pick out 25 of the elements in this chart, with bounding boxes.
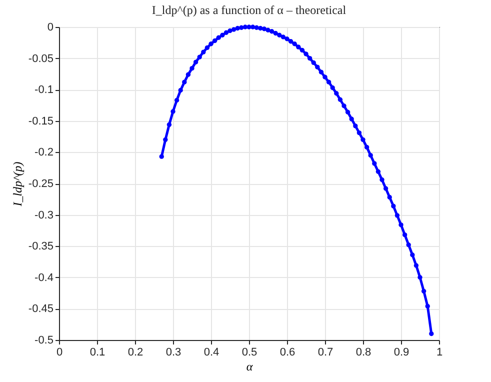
y-axis-title: I_ldp^(p) <box>10 162 24 208</box>
y-tick-label: -0.25 <box>28 178 54 190</box>
y-tick-label: 0 <box>47 22 54 34</box>
y-tick-label: -0.05 <box>28 52 54 65</box>
chart-title: I_ldp^(p) as a function of α – theoretical <box>152 3 347 17</box>
y-tick-label: -0.15 <box>28 115 54 128</box>
x-tick-label: 0.3 <box>166 346 182 358</box>
x-tick-label: 0.5 <box>242 346 258 358</box>
y-tick-label: -0.5 <box>34 334 54 346</box>
x-axis-title: α <box>246 360 254 374</box>
x-tick-label: 0.9 <box>394 346 410 358</box>
x-tick-label: 0.6 <box>280 346 296 358</box>
x-tick-label: 0.1 <box>90 346 106 358</box>
x-tick-label: 0.4 <box>204 346 220 358</box>
y-tick-label: -0.4 <box>34 272 54 284</box>
x-tick-label: 1 <box>436 346 443 358</box>
y-tick-label: -0.45 <box>28 303 54 316</box>
x-tick-label: 0.7 <box>318 346 334 358</box>
x-tick-label: 0 <box>56 346 63 358</box>
x-tick-label: 0.2 <box>128 346 144 358</box>
y-tick-label: -0.3 <box>34 209 54 222</box>
y-tick-label: -0.1 <box>34 84 54 96</box>
y-tick-label: -0.35 <box>28 240 54 253</box>
y-tick-label: -0.2 <box>34 146 54 159</box>
x-tick-label: 0.8 <box>356 346 372 358</box>
